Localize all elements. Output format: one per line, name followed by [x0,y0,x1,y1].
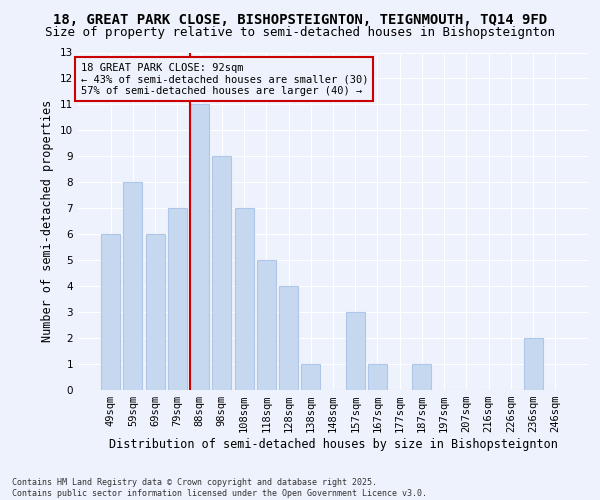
Bar [368,364,387,390]
Text: Contains HM Land Registry data © Crown copyright and database right 2025.
Contai: Contains HM Land Registry data © Crown c… [12,478,427,498]
Bar [346,312,365,390]
X-axis label: Distribution of semi-detached houses by size in Bishopsteignton: Distribution of semi-detached houses by … [109,438,557,451]
Bar [524,338,542,390]
Bar [168,208,187,390]
Bar [124,182,142,390]
Y-axis label: Number of semi-detached properties: Number of semi-detached properties [41,100,55,342]
Bar [101,234,120,390]
Bar [146,234,164,390]
Bar [190,104,209,390]
Bar [412,364,431,390]
Bar [257,260,276,390]
Text: Size of property relative to semi-detached houses in Bishopsteignton: Size of property relative to semi-detach… [45,26,555,39]
Bar [279,286,298,390]
Bar [301,364,320,390]
Text: 18, GREAT PARK CLOSE, BISHOPSTEIGNTON, TEIGNMOUTH, TQ14 9FD: 18, GREAT PARK CLOSE, BISHOPSTEIGNTON, T… [53,12,547,26]
Text: 18 GREAT PARK CLOSE: 92sqm
← 43% of semi-detached houses are smaller (30)
57% of: 18 GREAT PARK CLOSE: 92sqm ← 43% of semi… [80,62,368,96]
Bar [212,156,231,390]
Bar [235,208,254,390]
